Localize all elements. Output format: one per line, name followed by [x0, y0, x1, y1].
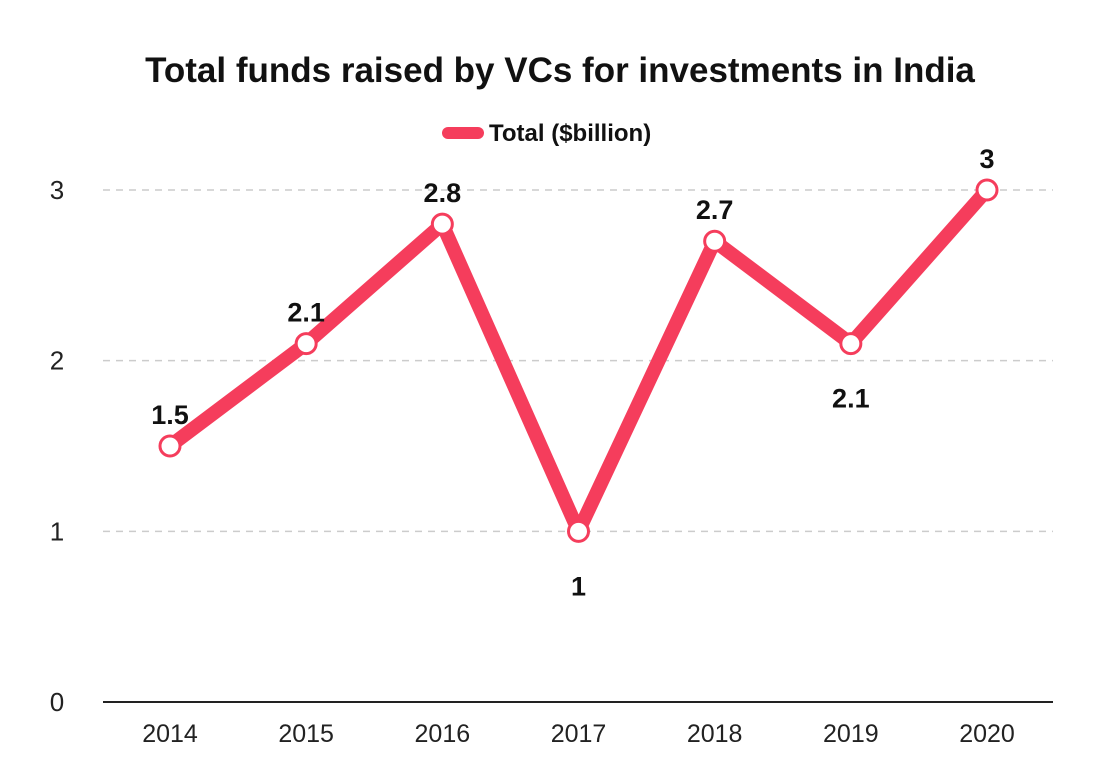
data-label: 1.5	[151, 400, 189, 430]
data-label: 1	[571, 571, 586, 601]
x-tick-label: 2016	[415, 720, 471, 748]
x-tick-label: 2018	[687, 720, 743, 748]
y-axis-ticks: 0 1 2 3	[50, 175, 64, 717]
data-point	[430, 212, 454, 236]
data-label: 2.8	[424, 178, 462, 208]
data-point	[839, 332, 863, 356]
y-tick-label: 0	[50, 687, 64, 717]
series-line	[163, 183, 994, 539]
data-label: 3	[979, 144, 994, 174]
legend: Total ($billion)	[442, 120, 651, 147]
data-label: 2.7	[696, 195, 734, 225]
data-point	[975, 178, 999, 202]
y-tick-label: 3	[50, 175, 64, 205]
data-label: 2.1	[287, 298, 325, 328]
x-tick-label: 2015	[278, 720, 334, 748]
x-tick-label: 2019	[823, 720, 879, 748]
x-tick-label: 2020	[959, 720, 1015, 748]
x-tick-label: 2017	[551, 720, 607, 748]
data-point	[567, 519, 590, 543]
data-point	[703, 229, 727, 253]
data-label: 2.1	[832, 384, 870, 414]
series	[158, 178, 999, 543]
y-tick-label: 2	[50, 346, 64, 376]
data-point	[158, 434, 182, 458]
y-tick-label: 1	[50, 516, 64, 546]
data-point	[294, 332, 318, 356]
legend-label: Total ($billion)	[489, 120, 651, 147]
chart-title: Total funds raised by VCs for investment…	[145, 51, 975, 90]
x-axis-ticks: 2014 2015 2016 2017 2018 2019 2020	[142, 720, 1015, 748]
x-tick-label: 2014	[142, 720, 198, 748]
data-labels: 1.5 2.1 2.8 1 2.7 2.1 3	[151, 144, 994, 601]
gridlines	[103, 189, 1053, 533]
